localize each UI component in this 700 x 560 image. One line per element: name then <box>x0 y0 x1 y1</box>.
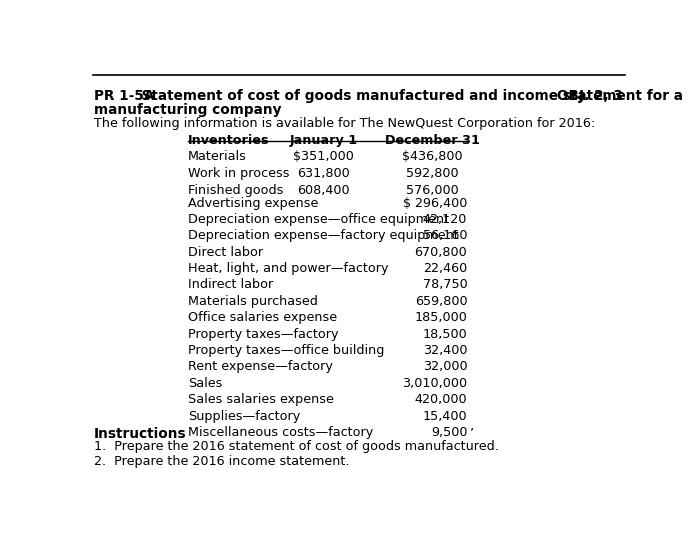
Text: Sales salaries expense: Sales salaries expense <box>188 393 334 406</box>
Text: January 1: January 1 <box>289 134 358 147</box>
Text: 2.  Prepare the 2016 income statement.: 2. Prepare the 2016 income statement. <box>94 455 349 468</box>
Text: 1.  Prepare the 2016 statement of cost of goods manufactured.: 1. Prepare the 2016 statement of cost of… <box>94 440 499 453</box>
Text: Indirect labor: Indirect labor <box>188 278 273 292</box>
Text: Depreciation expense—factory equipment: Depreciation expense—factory equipment <box>188 230 459 242</box>
Text: Property taxes—factory: Property taxes—factory <box>188 328 338 340</box>
Text: manufacturing company: manufacturing company <box>94 102 281 116</box>
Text: Property taxes—office building: Property taxes—office building <box>188 344 384 357</box>
Text: 78,750: 78,750 <box>423 278 468 292</box>
Text: Work in process: Work in process <box>188 167 289 180</box>
Text: Statement of cost of goods manufactured and income statement for a: Statement of cost of goods manufactured … <box>132 88 683 103</box>
Text: Direct labor: Direct labor <box>188 246 263 259</box>
Text: 56,160: 56,160 <box>423 230 468 242</box>
Text: Materials: Materials <box>188 150 246 163</box>
Text: 15,400: 15,400 <box>423 409 468 423</box>
Text: $351,000: $351,000 <box>293 150 354 163</box>
Text: 420,000: 420,000 <box>414 393 468 406</box>
Text: 592,800: 592,800 <box>406 167 459 180</box>
Text: ’: ’ <box>470 426 474 439</box>
Text: 3,010,000: 3,010,000 <box>402 377 468 390</box>
Text: OBJ. 2, 3: OBJ. 2, 3 <box>557 88 624 103</box>
Text: 9,500: 9,500 <box>430 426 468 439</box>
Text: 32,400: 32,400 <box>423 344 468 357</box>
Text: PR 1-5A: PR 1-5A <box>94 88 155 103</box>
Text: Rent expense—factory: Rent expense—factory <box>188 361 332 374</box>
Text: The following information is available for The NewQuest Corporation for 2016:: The following information is available f… <box>94 117 595 130</box>
Text: $ 296,400: $ 296,400 <box>403 197 468 209</box>
Text: 631,800: 631,800 <box>297 167 350 180</box>
Text: 18,500: 18,500 <box>423 328 468 340</box>
Text: 659,800: 659,800 <box>414 295 468 308</box>
Text: Materials purchased: Materials purchased <box>188 295 318 308</box>
Text: Depreciation expense—office equipment: Depreciation expense—office equipment <box>188 213 449 226</box>
Text: 576,000: 576,000 <box>405 184 458 198</box>
Text: 32,000: 32,000 <box>423 361 468 374</box>
Text: 22,460: 22,460 <box>423 262 468 275</box>
Text: December 31: December 31 <box>384 134 480 147</box>
Text: Office salaries expense: Office salaries expense <box>188 311 337 324</box>
Text: 670,800: 670,800 <box>414 246 468 259</box>
Text: Advertising expense: Advertising expense <box>188 197 318 209</box>
Text: Heat, light, and power—factory: Heat, light, and power—factory <box>188 262 389 275</box>
Text: Inventories: Inventories <box>188 134 270 147</box>
Text: Instructions: Instructions <box>94 427 187 441</box>
Text: 185,000: 185,000 <box>414 311 468 324</box>
Text: 42,120: 42,120 <box>423 213 468 226</box>
Text: Finished goods: Finished goods <box>188 184 284 198</box>
Text: 608,400: 608,400 <box>298 184 350 198</box>
Text: Supplies—factory: Supplies—factory <box>188 409 300 423</box>
Text: Miscellaneous costs—factory: Miscellaneous costs—factory <box>188 426 373 439</box>
Text: Sales: Sales <box>188 377 222 390</box>
Text: $436,800: $436,800 <box>402 150 462 163</box>
